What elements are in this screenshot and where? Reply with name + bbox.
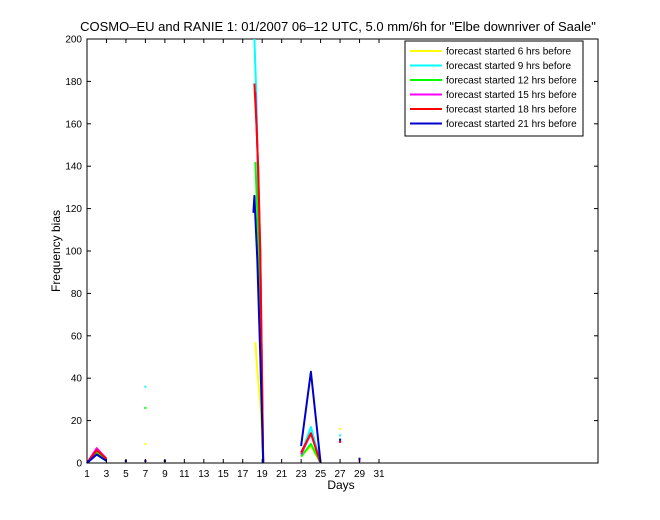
series-2-point-2 <box>144 385 147 388</box>
y-tick-label: 200 <box>65 35 82 46</box>
x-tick-label: 17 <box>237 469 249 480</box>
y-tick-label: 40 <box>71 374 83 385</box>
y-tick-label: 100 <box>65 247 82 258</box>
legend: forecast started 6 hrs before forecast st… <box>404 40 584 137</box>
x-tick-label: 31 <box>373 469 385 480</box>
y-tick-label: 140 <box>65 162 82 173</box>
legend-entry-5: forecast started 18 hrs before <box>446 105 577 116</box>
series-5-line-3 <box>300 432 322 464</box>
y-tick-label: 20 <box>71 416 83 427</box>
axis-ticks: 1 3 5 7 9 11 13 15 17 19 21 23 25 27 29 310204060801001… <box>65 35 598 480</box>
series-1-point-4 <box>339 428 342 431</box>
series-6-point-5 <box>358 457 361 460</box>
series-1-point-2 <box>144 442 147 445</box>
series-5-point-4 <box>339 440 342 443</box>
x-tick-label: 11 <box>179 469 190 480</box>
x-tick-label: 23 <box>296 469 308 480</box>
x-tick-label: 15 <box>218 469 230 480</box>
legend-entry-2: forecast started 9 hrs before <box>446 61 572 72</box>
series-6 <box>86 194 361 464</box>
series-3-point-2 <box>144 406 147 409</box>
x-tick-label: 3 <box>104 469 110 480</box>
y-tick-label: 60 <box>71 331 83 342</box>
series-6-line-2 <box>252 194 265 464</box>
y-tick-label: 160 <box>65 119 82 130</box>
x-tick-label: 13 <box>198 469 210 480</box>
y-tick-label: 0 <box>76 459 82 470</box>
y-axis-label: Frequency bias <box>49 210 63 292</box>
x-axis-label: Days <box>327 478 354 492</box>
x-tick-label: 29 <box>354 469 366 480</box>
series-5-line-2 <box>253 83 265 464</box>
x-tick-label: 9 <box>162 469 168 480</box>
series-6-line-3 <box>300 370 322 464</box>
series-2-point-4 <box>339 434 342 437</box>
series-6-point-4 <box>339 438 342 441</box>
series-5-line-1 <box>86 449 108 464</box>
legend-box <box>404 40 584 137</box>
y-tick-label: 80 <box>71 289 83 300</box>
x-tick-label: 25 <box>315 469 327 480</box>
x-tick-label: 19 <box>257 469 269 480</box>
series-3-line-3 <box>300 442 322 464</box>
x-tick-label: 1 <box>84 469 90 480</box>
x-tick-label: 21 <box>276 469 288 480</box>
y-tick-label: 180 <box>65 77 82 88</box>
x-tick-label: 7 <box>143 469 149 480</box>
legend-entry-4: forecast started 15 hrs before <box>446 90 577 101</box>
x-tick-label: 5 <box>123 469 129 480</box>
x-tick-label: 27 <box>335 469 347 480</box>
y-tick-label: 120 <box>65 204 82 215</box>
legend-entry-3: forecast started 12 hrs before <box>446 76 577 87</box>
chart-title: COSMO–EU and RANIE 1: 01/2007 06–12 UTC,… <box>80 19 596 34</box>
legend-entry-6: forecast started 21 hrs before <box>446 119 577 130</box>
series-6-line-1 <box>86 453 108 464</box>
legend-entry-1: forecast started 6 hrs before <box>446 47 572 58</box>
